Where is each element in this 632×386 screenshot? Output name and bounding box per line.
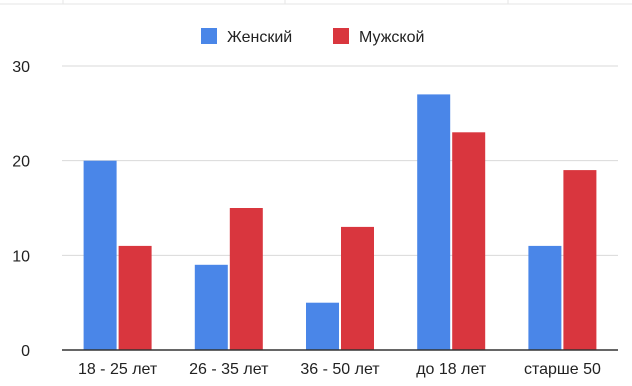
x-tick-label: 18 - 25 лет <box>78 361 158 378</box>
legend-label-female: Женский <box>227 29 292 46</box>
chart-background <box>0 0 632 5</box>
legend-label-male: Мужской <box>359 29 424 46</box>
legend: Женский Мужской <box>201 28 424 46</box>
bar-female-2 <box>306 302 339 350</box>
bars <box>83 94 597 351</box>
x-tick-label: старше 50 <box>524 361 601 378</box>
legend-swatch-male <box>333 28 349 44</box>
bar-male-4 <box>563 170 597 350</box>
bar-male-2 <box>341 226 374 350</box>
axes: 0 10 20 30 18 - 25 лет 26 - 35 лет 36 - 50 лет… <box>12 59 618 378</box>
legend-swatch-female <box>201 28 217 44</box>
y-tick-label: 0 <box>21 343 30 360</box>
x-tick-label: 36 - 50 лет <box>300 361 380 378</box>
y-tick-label: 30 <box>12 59 30 76</box>
bar-male-1 <box>229 208 263 350</box>
y-tick-label: 10 <box>12 248 30 265</box>
bar-male-3 <box>452 132 486 350</box>
bar-male-0 <box>118 245 152 350</box>
x-tick-label: 26 - 35 лет <box>189 361 269 378</box>
bar-female-0 <box>83 160 117 350</box>
y-tick-label: 20 <box>12 154 30 171</box>
gridlines <box>62 65 618 256</box>
bar-female-4 <box>528 245 562 350</box>
bar-female-1 <box>194 264 228 350</box>
x-tick-label: до 18 лет <box>416 361 487 378</box>
bar-female-3 <box>417 94 451 351</box>
